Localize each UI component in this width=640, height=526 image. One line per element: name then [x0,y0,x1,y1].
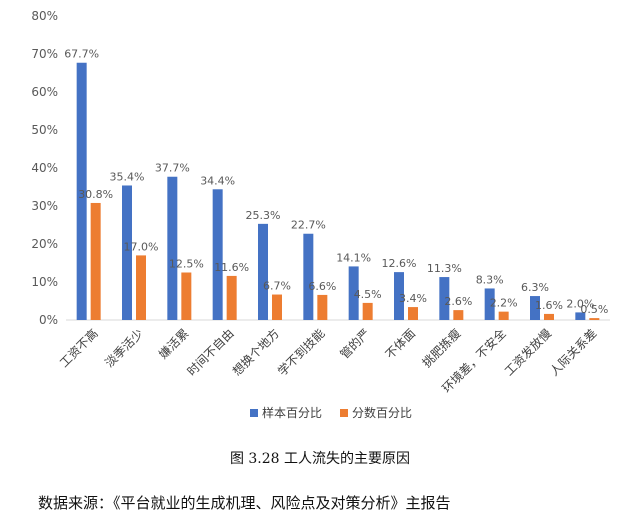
bar-sample-percent [258,223,268,320]
y-tick-label: 70% [31,47,58,61]
y-tick-label: 10% [31,275,58,289]
bar-sample-percent [303,233,314,320]
y-tick-label: 60% [31,85,58,99]
bar-score-percent [317,294,328,320]
bar-sample-percent [530,296,540,320]
data-label: 37.7% [155,162,190,175]
legend-swatch-score [340,409,348,417]
bar-chart: 0% 10% 20% 30% 40% 50% 60% 70% 80% 工资不高 淡季活少 嫌活累时间不… [31,9,610,420]
data-label: 67.7% [64,48,99,61]
legend-swatch-sample [250,409,258,417]
x-category-label: 淡季活少 [102,326,146,370]
bar-score-percent [589,318,600,320]
bar-score-percent [136,255,146,320]
data-label: 3.4% [399,292,427,305]
bar-score-percent [408,307,418,320]
data-label: 14.1% [336,251,371,264]
bar-score-percent [181,272,192,320]
data-label: 2.6% [444,295,472,308]
data-label: 34.4% [200,174,235,187]
axes: 0% 10% 20% 30% 40% 50% 60% 70% 80% 工资不高 淡季活少 嫌活累时间不… [31,9,610,396]
x-category-label: 挑肥拣瘦 [419,326,464,371]
data-label: 6.7% [263,280,291,293]
y-tick-label: 40% [31,161,58,175]
y-tick-label: 50% [31,123,58,137]
data-label: 4.5% [354,288,382,301]
data-label: 2.2% [490,297,518,310]
data-label: 8.3% [476,273,504,286]
data-label: 25.3% [246,209,281,222]
data-label: 30.8% [78,188,113,201]
data-label: 11.6% [214,261,249,274]
bar-sample-percent [575,312,586,320]
bar-sample-percent [212,189,223,320]
bars: 67.7% 30.8% 35.4% 17.0% 37.7% 12.5% 34.4% 11.6%… [64,48,608,321]
legend-label: 样本百分比 [262,405,322,420]
bar-score-percent [90,202,101,320]
bar-sample-percent [76,62,87,321]
bar-score-percent [226,275,237,320]
y-tick-label: 20% [31,237,58,251]
data-label: 12.6% [382,257,417,270]
legend-label: 分数百分比 [352,405,412,420]
bar-sample-percent [484,288,495,320]
x-category-label: 嫌活累 [156,326,191,361]
data-label: 35.4% [110,170,145,183]
data-label: 6.6% [308,280,336,293]
data-label: 2.0% [566,297,594,310]
figure-caption: 图 3.28 工人流失的主要原因 [229,451,411,467]
x-category-label: 学不到技能 [274,326,327,379]
bar-score-percent [498,311,509,320]
x-category-label: 不体面 [383,326,418,361]
bar-score-percent [453,310,464,320]
data-label: 0.5% [580,303,608,316]
bar-score-percent [544,313,554,320]
y-tick-label: 0% [39,313,58,327]
bar-sample-percent [167,176,178,320]
bar-score-percent [362,302,373,320]
bar-sample-percent [394,272,404,320]
data-label: 6.3% [521,281,549,294]
y-tick-label: 80% [31,9,58,23]
data-source: 数据来源：《平台就业的生成机理、风险点及对策分析》主报告 [38,494,451,512]
data-label: 22.7% [291,219,326,232]
bar-score-percent [272,294,282,320]
x-category-label: 时间不自由 [184,326,236,378]
x-category-label: 工资发放慢 [501,326,554,379]
x-category-label: 人际关系差 [547,326,599,378]
x-category-label: 想换个地方 [229,326,282,379]
bar-sample-percent [439,277,450,320]
data-label: 11.3% [427,262,462,275]
legend: 样本百分比 分数百分比 [250,405,412,420]
bar-sample-percent [122,185,132,320]
data-label: 12.5% [169,258,204,271]
x-category-label: 工资不高 [56,326,101,371]
bar-sample-percent [348,266,359,320]
x-category-label: 管的严 [337,326,373,362]
data-label: 1.6% [535,299,563,312]
y-tick-label: 30% [31,199,58,213]
data-label: 17.0% [124,240,159,253]
